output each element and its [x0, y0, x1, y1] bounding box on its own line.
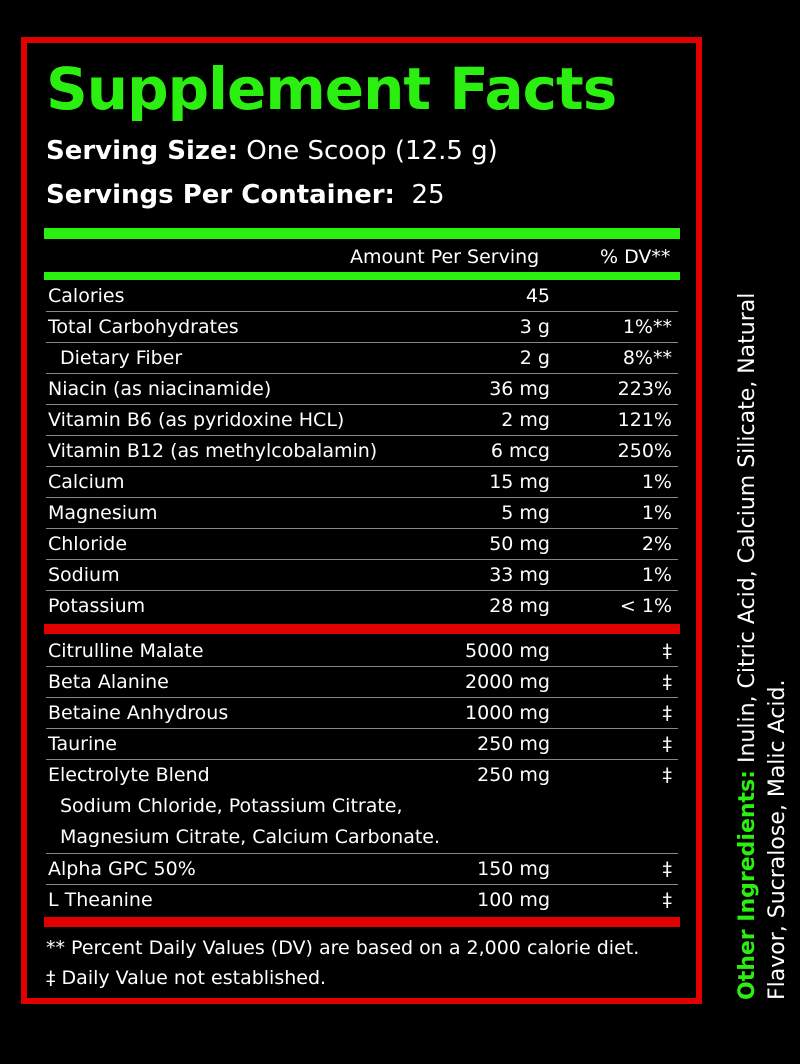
row-label: Alpha GPC 50%: [48, 858, 196, 880]
table-row: Betaine Anhydrous 1000 mg ‡: [46, 698, 678, 729]
mid-divider: [44, 624, 680, 634]
row-label: Sodium: [48, 564, 120, 586]
row-dv: ‡: [662, 889, 673, 911]
table-row: Taurine 250 mg ‡: [46, 729, 678, 760]
row-amount: 15 mg: [489, 471, 550, 493]
row-label: Niacin (as niacinamide): [48, 378, 272, 400]
row-dv: 250%: [617, 440, 672, 462]
row-amount: 36 mg: [489, 378, 550, 400]
row-amount: 5 mg: [501, 502, 550, 524]
row-label: Electrolyte Blend: [48, 764, 210, 786]
row-amount: 50 mg: [489, 533, 550, 555]
footnote-dv: ** Percent Daily Values (DV) are based o…: [46, 937, 640, 959]
serving-size: Serving Size: One Scoop (12.5 g): [46, 134, 498, 168]
servings-per-container-label: Servings Per Container:: [46, 180, 395, 210]
row-label: Taurine: [48, 733, 117, 755]
row-amount: 100 mg: [477, 889, 550, 911]
row-label: Dietary Fiber: [60, 347, 183, 369]
row-label: Vitamin B12 (as methylcobalamin): [48, 440, 378, 462]
bottom-divider: [44, 917, 680, 927]
row-dv: ‡: [662, 764, 673, 786]
row-dv: 223%: [617, 378, 672, 400]
row-label: Chloride: [48, 533, 128, 555]
row-dv: 8%**: [622, 347, 672, 369]
amount-column-header: Amount Per Serving: [350, 246, 540, 268]
row-label: Magnesium: [48, 502, 158, 524]
dv-column-header: % DV**: [600, 246, 671, 268]
header-divider: [44, 272, 680, 280]
footnote-dagger: ‡ Daily Value not established.: [46, 967, 327, 989]
supplement-facts-panel: [21, 37, 702, 1004]
row-amount: 250 mg: [477, 764, 550, 786]
row-label: L Theanine: [48, 889, 153, 911]
table-row: Magnesium 5 mg 1%: [46, 498, 678, 529]
row-dv: ‡: [662, 858, 673, 880]
table-row: Calcium 15 mg 1%: [46, 467, 678, 498]
row-dv: ‡: [662, 671, 673, 693]
servings-per-container-value: 25: [411, 180, 445, 210]
row-dv: ‡: [662, 640, 673, 662]
row-dv: < 1%: [619, 595, 672, 617]
row-amount: 45: [525, 285, 550, 307]
row-amount: 2 g: [519, 347, 550, 369]
table-row: Niacin (as niacinamide) 36 mg 223%: [46, 374, 678, 405]
row-amount: 33 mg: [489, 564, 550, 586]
table-row: Alpha GPC 50% 150 mg ‡: [46, 854, 678, 885]
electrolyte-detail: Sodium Chloride, Potassium Citrate,: [60, 795, 403, 817]
serving-size-label: Serving Size:: [46, 136, 239, 166]
table-row: L Theanine 100 mg ‡: [46, 885, 678, 916]
row-label: Beta Alanine: [48, 671, 169, 693]
other-ingredients-label: Other Ingredients:: [735, 770, 760, 1000]
row-amount: 250 mg: [477, 733, 550, 755]
table-row: Beta Alanine 2000 mg ‡: [46, 667, 678, 698]
row-label: Citrulline Malate: [48, 640, 204, 662]
row-label: Betaine Anhydrous: [48, 702, 229, 724]
table-row: Electrolyte Blend 250 mg ‡: [46, 760, 678, 791]
page-title: Supplement Facts: [46, 55, 617, 123]
table-row: Total Carbohydrates 3 g 1%**: [46, 312, 678, 343]
table-row: Chloride 50 mg 2%: [46, 529, 678, 560]
row-label: Vitamin B6 (as pyridoxine HCL): [48, 409, 345, 431]
row-dv: 121%: [617, 409, 672, 431]
row-amount: 5000 mg: [465, 640, 550, 662]
row-dv: 1%: [641, 564, 672, 586]
row-label: Total Carbohydrates: [48, 316, 239, 338]
row-dv: 2%: [641, 533, 672, 555]
electrolyte-detail: Magnesium Citrate, Calcium Carbonate.: [60, 826, 441, 848]
other-ingredients: Other Ingredients: Inulin, Citric Acid, …: [733, 280, 793, 1000]
table-row: Sodium 33 mg 1%: [46, 560, 678, 591]
table-row: Vitamin B6 (as pyridoxine HCL) 2 mg 121%: [46, 405, 678, 436]
table-row: Citrulline Malate 5000 mg ‡: [46, 636, 678, 667]
row-dv: ‡: [662, 702, 673, 724]
row-label: Potassium: [48, 595, 146, 617]
row-divider: [46, 853, 678, 854]
row-amount: 6 mcg: [490, 440, 550, 462]
row-dv: 1%: [641, 471, 672, 493]
table-row: Calories 45: [46, 281, 678, 312]
row-dv: 1%**: [622, 316, 672, 338]
table-row: Dietary Fiber 2 g 8%**: [46, 343, 678, 374]
row-amount: 2000 mg: [465, 671, 550, 693]
row-label: Calories: [48, 285, 125, 307]
top-divider: [44, 228, 680, 239]
servings-per-container: Servings Per Container: 25: [46, 178, 445, 212]
serving-size-value: One Scoop (12.5 g): [246, 136, 498, 166]
row-dv: ‡: [662, 733, 673, 755]
row-amount: 2 mg: [501, 409, 550, 431]
row-amount: 1000 mg: [465, 702, 550, 724]
row-amount: 3 g: [519, 316, 550, 338]
row-label: Calcium: [48, 471, 125, 493]
row-amount: 150 mg: [477, 858, 550, 880]
row-amount: 28 mg: [489, 595, 550, 617]
row-dv: 1%: [641, 502, 672, 524]
table-row: Vitamin B12 (as methylcobalamin) 6 mcg 2…: [46, 436, 678, 467]
table-row: Potassium 28 mg < 1%: [46, 591, 678, 622]
